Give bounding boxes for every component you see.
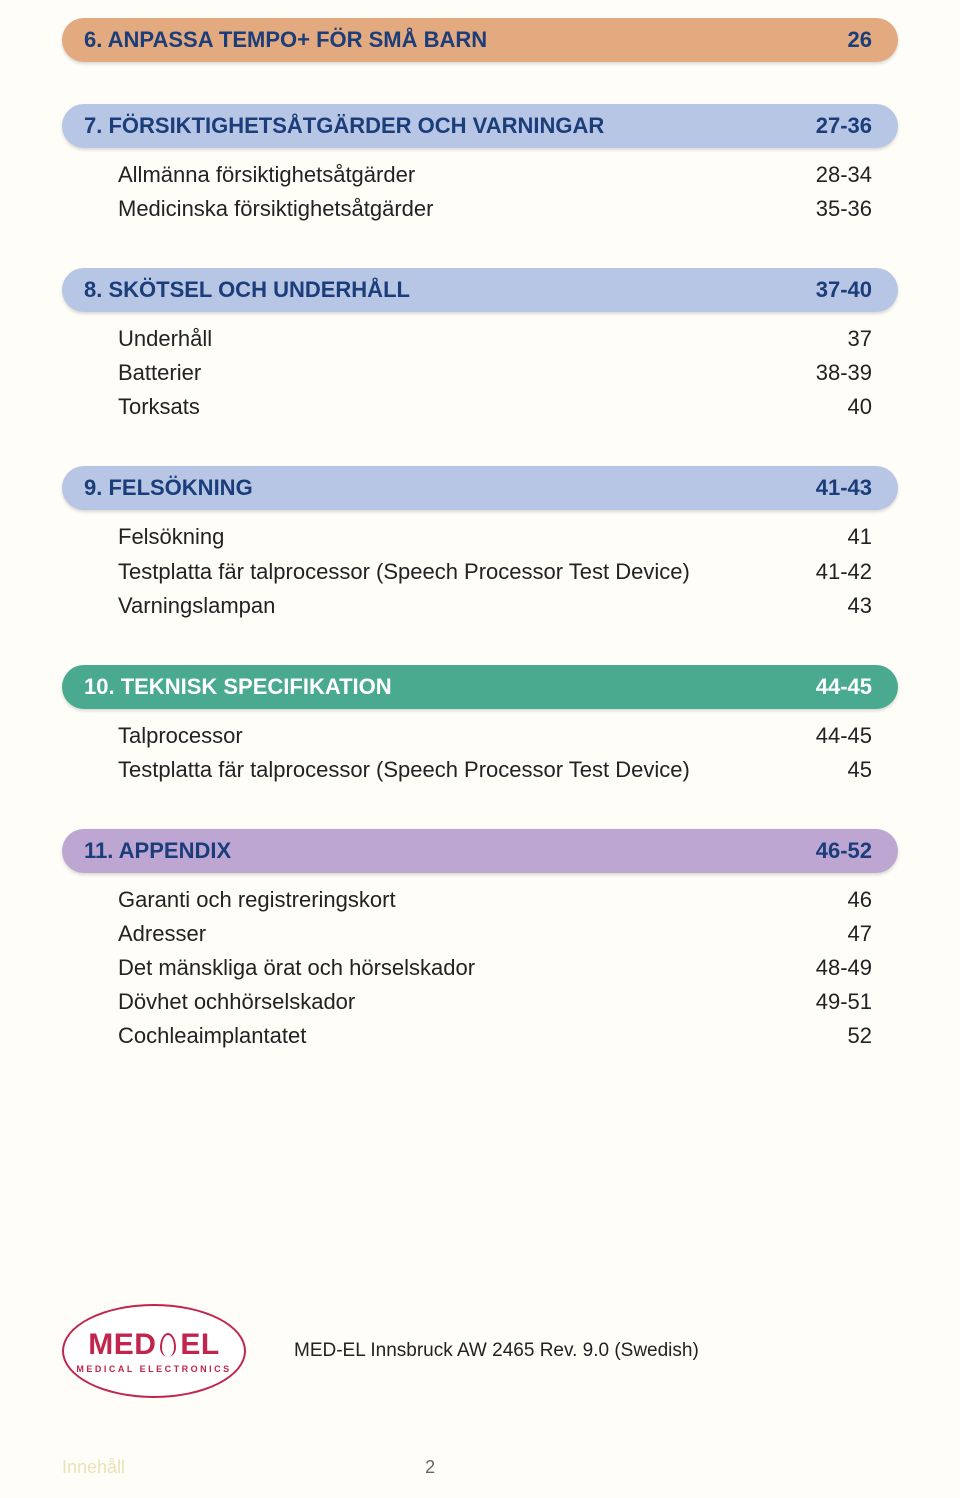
section-items: Garanti och registreringskort46Adresser4…: [62, 883, 898, 1053]
toc-entry: Det mänskliga örat och hörselskador48-49: [118, 951, 872, 985]
section-heading: 9. FELSÖKNING 41-43: [62, 466, 898, 510]
toc-entry-page: 46: [828, 883, 872, 917]
section-items: Felsökning41Testplatta fär talprocessor …: [62, 520, 898, 622]
toc-entry: Garanti och registreringskort46: [118, 883, 872, 917]
section-page: 46-52: [816, 838, 872, 864]
toc-entry-page: 40: [828, 390, 872, 424]
section-heading: 7. FÖRSIKTIGHETSÅTGÄRDER OCH VARNINGAR 27…: [62, 104, 898, 148]
toc-entry-page: 38-39: [796, 356, 872, 390]
section-title: 11. APPENDIX: [84, 838, 231, 864]
toc-entry-label: Testplatta fär talprocessor (Speech Proc…: [118, 555, 796, 589]
section-title: 9. FELSÖKNING: [84, 475, 253, 501]
section-page: 41-43: [816, 475, 872, 501]
toc-entry-label: Torksats: [118, 390, 828, 424]
logo-text-right: EL: [180, 1328, 219, 1362]
section-items: Talprocessor44-45Testplatta fär talproce…: [62, 719, 898, 787]
section-heading: 11. APPENDIX 46-52: [62, 829, 898, 873]
toc-entry-page: 48-49: [796, 951, 872, 985]
section-title: 6. ANPASSA TEMPO+ FÖR SMÅ BARN: [84, 27, 487, 53]
section-title: 8. SKÖTSEL OCH UNDERHÅLL: [84, 277, 410, 303]
toc-entry: Batterier38-39: [118, 356, 872, 390]
toc-entry-label: Allmänna försiktighetsåtgärder: [118, 158, 796, 192]
section-title: 10. TEKNISK SPECIFIKATION: [84, 674, 392, 700]
toc-content: 6. ANPASSA TEMPO+ FÖR SMÅ BARN 26 7. FÖRSI…: [62, 18, 898, 1095]
toc-entry: Varningslampan43: [118, 589, 872, 623]
toc-entry-label: Underhåll: [118, 322, 828, 356]
section-page: 27-36: [816, 113, 872, 139]
toc-entry-page: 44-45: [796, 719, 872, 753]
toc-entry: Adresser47: [118, 917, 872, 951]
section-page: 26: [848, 27, 872, 53]
section-page: 37-40: [816, 277, 872, 303]
toc-entry-label: Medicinska försiktighetsåtgärder: [118, 192, 796, 226]
toc-entry-page: 47: [828, 917, 872, 951]
toc-entry-label: Testplatta fär talprocessor (Speech Proc…: [118, 753, 828, 787]
toc-entry: Allmänna försiktighetsåtgärder28-34: [118, 158, 872, 192]
section-items: Underhåll37Batterier38-39Torksats40: [62, 322, 898, 424]
toc-entry-label: Cochleaimplantatet: [118, 1019, 828, 1053]
toc-entry-label: Felsökning: [118, 520, 828, 554]
toc-entry-label: Varningslampan: [118, 589, 828, 623]
toc-entry-label: Adresser: [118, 917, 828, 951]
toc-entry-page: 35-36: [796, 192, 872, 226]
toc-entry-page: 41-42: [796, 555, 872, 589]
page-footer: Innehåll 2: [62, 1457, 898, 1478]
toc-entry-page: 37: [828, 322, 872, 356]
toc-entry-page: 43: [828, 589, 872, 623]
section-heading: 8. SKÖTSEL OCH UNDERHÅLL 37-40: [62, 268, 898, 312]
document-reference: MED-EL Innsbruck AW 2465 Rev. 9.0 (Swedi…: [294, 1340, 699, 1362]
toc-entry: Cochleaimplantatet52: [118, 1019, 872, 1053]
section-page: 44-45: [816, 674, 872, 700]
footer-page-number: 2: [425, 1457, 435, 1478]
section-heading: 6. ANPASSA TEMPO+ FÖR SMÅ BARN 26: [62, 18, 898, 62]
toc-entry: Medicinska försiktighetsåtgärder35-36: [118, 192, 872, 226]
toc-entry-page: 45: [828, 753, 872, 787]
toc-entry-page: 49-51: [796, 985, 872, 1019]
toc-entry: Talprocessor44-45: [118, 719, 872, 753]
section-items: Allmänna försiktighetsåtgärder28-34Medic…: [62, 158, 898, 226]
toc-entry: Testplatta fär talprocessor (Speech Proc…: [118, 753, 872, 787]
toc-entry-label: Det mänskliga örat och hörselskador: [118, 951, 796, 985]
section-heading: 10. TEKNISK SPECIFIKATION 44-45: [62, 665, 898, 709]
toc-entry-page: 28-34: [796, 158, 872, 192]
logo-text-left: MED: [88, 1328, 156, 1362]
footer-section-label: Innehåll: [62, 1457, 125, 1478]
ear-icon: [160, 1333, 176, 1357]
toc-entry-label: Dövhet ochhörselskador: [118, 985, 796, 1019]
toc-entry: Torksats40: [118, 390, 872, 424]
toc-entry: Dövhet ochhörselskador49-51: [118, 985, 872, 1019]
toc-entry-label: Talprocessor: [118, 719, 796, 753]
toc-entry-page: 41: [828, 520, 872, 554]
medel-logo: MED EL MEDICAL ELECTRONICS: [62, 1304, 246, 1398]
toc-entry: Underhåll37: [118, 322, 872, 356]
toc-entry: Testplatta fär talprocessor (Speech Proc…: [118, 555, 872, 589]
logo-subtitle: MEDICAL ELECTRONICS: [76, 1364, 231, 1374]
section-title: 7. FÖRSIKTIGHETSÅTGÄRDER OCH VARNINGAR: [84, 113, 604, 139]
toc-entry: Felsökning41: [118, 520, 872, 554]
toc-entry-page: 52: [828, 1019, 872, 1053]
toc-entry-label: Garanti och registreringskort: [118, 883, 828, 917]
toc-entry-label: Batterier: [118, 356, 796, 390]
logo-block: MED EL MEDICAL ELECTRONICS MED-EL Innsbr…: [62, 1304, 699, 1398]
